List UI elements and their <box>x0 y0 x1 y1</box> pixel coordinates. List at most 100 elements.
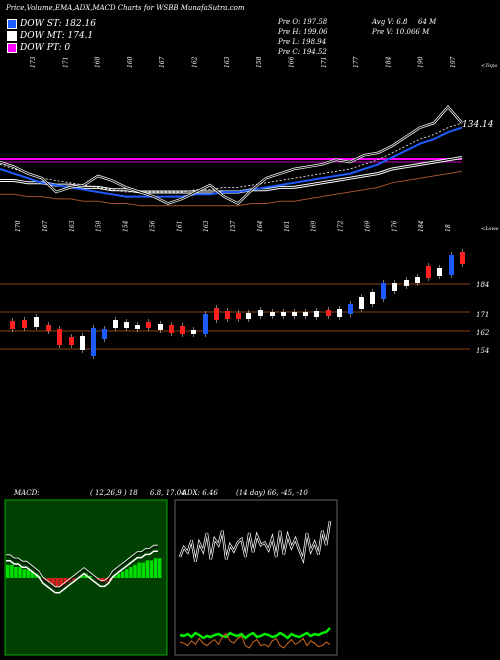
legend-swatch-st <box>7 19 17 29</box>
candle-body <box>426 266 431 278</box>
legend-label-pt: DOW PT: 0 <box>20 43 71 53</box>
macd-bar <box>71 578 76 581</box>
candle-body <box>102 329 107 339</box>
candle-body <box>404 280 409 286</box>
macd-bar <box>120 571 125 578</box>
bottom-number-label: 169 <box>364 220 371 232</box>
macd-bar <box>145 560 150 578</box>
macd-bar <box>51 578 55 585</box>
chart-title: Price,Volume,EMA,ADX,MACD Charts for WSB… <box>6 4 245 12</box>
candle-body <box>281 312 286 316</box>
last-price-label: 134.14 <box>462 120 494 130</box>
ema-long-line <box>0 170 463 207</box>
adx-background <box>174 499 338 656</box>
macd-title: MACD: <box>14 489 40 497</box>
candle-body <box>326 310 331 316</box>
macd-bar <box>157 558 162 578</box>
macd-bar <box>149 560 154 578</box>
adx-plus-di-line-inner <box>179 520 331 562</box>
top-number-label: 160 <box>127 56 134 68</box>
macd-bar <box>104 578 109 583</box>
macd-bar <box>38 575 43 578</box>
candle-body <box>124 322 129 328</box>
candle-body <box>158 324 163 330</box>
macd-signal-line-outline <box>6 544 158 588</box>
candle-panel <box>0 249 470 359</box>
legend-dow-mt: DOW MT: 174.1 <box>7 31 93 41</box>
macd-bar <box>79 575 84 578</box>
candle-body <box>236 313 241 319</box>
candle-body <box>437 268 442 276</box>
candle-body <box>370 292 375 304</box>
candle-body <box>258 310 263 316</box>
macd-bar <box>26 569 31 578</box>
adx-values: (14 day) 66, -45, -10 <box>236 489 308 497</box>
candle-body <box>146 322 151 328</box>
bottom-number-label: 163 <box>69 220 76 232</box>
bottom-number-label: 156 <box>149 220 156 232</box>
candle-body <box>246 313 251 319</box>
candle-body <box>203 314 208 334</box>
stat-pre-close: Pre C: 194.52 <box>278 48 327 56</box>
macd-bar <box>47 578 51 583</box>
price-top-numbers: 173 171 168 160 167 162 163 158 166 171 177 184 190 1… <box>30 56 457 68</box>
top-number-label: 184 <box>385 56 392 68</box>
top-number-label: 163 <box>224 56 231 68</box>
top-number-label: 162 <box>192 56 199 68</box>
level-label-184: 184 <box>476 281 490 289</box>
top-number-label: 171 <box>62 57 69 68</box>
stat-pre-open: Pre O: 197.58 <box>278 18 328 26</box>
macd-bar <box>55 578 59 587</box>
candle-body <box>80 336 85 350</box>
candle-body <box>392 283 397 291</box>
candle-body <box>180 326 185 334</box>
macd-bar <box>116 573 121 578</box>
price-lines <box>0 104 463 207</box>
bottom-number-label: 157 <box>230 220 237 232</box>
candle-body <box>214 308 219 320</box>
level-label-154: 154 <box>476 347 490 355</box>
bottom-number-label: 169 <box>311 220 318 232</box>
macd-extra: 6.8, 17.04 <box>150 489 186 497</box>
bottom-number-label: 154 <box>123 220 130 232</box>
stat-avg-volume: Avg V: 6.8 <box>372 18 408 26</box>
macd-bar <box>42 578 47 581</box>
candle-body <box>348 304 353 314</box>
level-label-171: 171 <box>476 311 490 319</box>
bottom-number-label: 164 <box>257 220 264 232</box>
macd-bar <box>67 578 72 583</box>
candle-body <box>169 325 174 333</box>
candle-body <box>69 337 74 345</box>
legend-dow-st: DOW ST: 182.16 <box>7 19 96 29</box>
candle-body <box>292 312 297 316</box>
macd-bar <box>88 575 92 578</box>
macd-bar <box>63 578 67 585</box>
top-number-label: 167 <box>159 56 166 68</box>
bottom-number-label: 167 <box>42 220 49 232</box>
macd-bar <box>133 564 137 578</box>
candle-body <box>46 325 51 331</box>
top-number-label: 190 <box>418 56 425 68</box>
legend-dow-pt: DOW PT: 0 <box>7 43 70 53</box>
macd-bar <box>59 578 63 587</box>
candle-body <box>22 320 27 328</box>
candle-body <box>270 312 275 316</box>
top-number-label: 158 <box>256 56 263 68</box>
price-bottom-numbers: 170 167 163 159 154 156 161 163 157 164 161 169 172 1… <box>15 220 452 232</box>
legend-swatch-mt <box>7 31 17 41</box>
macd-panel <box>4 499 168 656</box>
candle-body <box>359 297 364 309</box>
bottom-number-label: 159 <box>96 220 103 232</box>
macd-bar <box>125 569 129 578</box>
legend-label-mt: DOW MT: 174.1 <box>20 31 94 41</box>
candle-body <box>57 329 62 345</box>
top-number-label: 177 <box>353 56 360 68</box>
top-number-label: 171 <box>321 57 328 68</box>
macd-bar <box>6 564 10 578</box>
bottom-number-label: 161 <box>176 221 183 232</box>
legend-swatch-pt <box>7 43 17 53</box>
bottom-right-label: <Lowe <box>481 226 499 232</box>
candle-body <box>381 283 386 299</box>
stat-avg-volume-unit: 64 M <box>418 18 437 26</box>
